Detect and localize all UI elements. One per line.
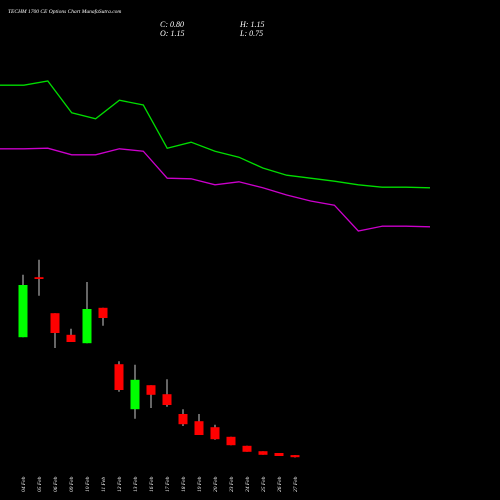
candle-body xyxy=(66,334,76,342)
x-tick-label: 10 Feb xyxy=(85,476,91,492)
x-tick-label: 04 Feb xyxy=(20,476,27,492)
candle-body xyxy=(130,379,140,410)
candle-body xyxy=(194,421,204,435)
x-tick-label: 25 Feb xyxy=(261,476,267,492)
chart-title: TECHM 1700 CE Options Chart MunafaSutra.… xyxy=(8,8,121,15)
x-tick-label: 17 Feb xyxy=(165,476,171,492)
ma-line xyxy=(0,147,431,232)
candle-body xyxy=(50,313,60,333)
candle-body xyxy=(98,307,108,318)
candle-body xyxy=(146,385,156,395)
x-tick-label: 11 Feb xyxy=(101,477,107,492)
x-tick-label: 18 Feb xyxy=(181,476,187,492)
x-tick-label: 13 Feb xyxy=(133,476,139,492)
x-tick-label: 12 Feb xyxy=(117,476,123,492)
candle-body xyxy=(34,277,44,279)
x-tick-label: 27 Feb xyxy=(293,476,299,492)
ohlc-info: C: 0.80 xyxy=(160,20,184,29)
x-tick-label: 05 Feb xyxy=(37,476,43,492)
x-tick-label: 16 Feb xyxy=(149,476,155,492)
candle-body xyxy=(18,285,28,338)
x-tick-label: 20 Feb xyxy=(213,476,219,492)
candle-body xyxy=(274,453,284,456)
x-tick-label: 06 Feb xyxy=(53,476,59,492)
candle-body xyxy=(210,427,220,440)
ohlc-info: O: 1.15 xyxy=(160,29,184,38)
candle-body xyxy=(82,309,92,344)
candle-body xyxy=(114,364,124,390)
ohlc-info: H: 1.15 xyxy=(239,20,264,29)
x-tick-label: 23 Feb xyxy=(229,476,235,492)
candle-body xyxy=(178,414,188,425)
candle-body xyxy=(226,436,236,446)
x-tick-label: 24 Feb xyxy=(244,476,251,492)
x-tick-label: 19 Feb xyxy=(197,476,203,492)
x-tick-label: 09 Feb xyxy=(69,476,75,492)
candle-body xyxy=(162,394,172,405)
x-tick-label: 26 Feb xyxy=(277,476,283,492)
ma-line xyxy=(0,80,431,189)
ohlc-info: L: 0.75 xyxy=(239,29,263,38)
candle-body xyxy=(242,445,252,452)
candle-body xyxy=(258,451,268,455)
candle-body xyxy=(290,455,300,458)
